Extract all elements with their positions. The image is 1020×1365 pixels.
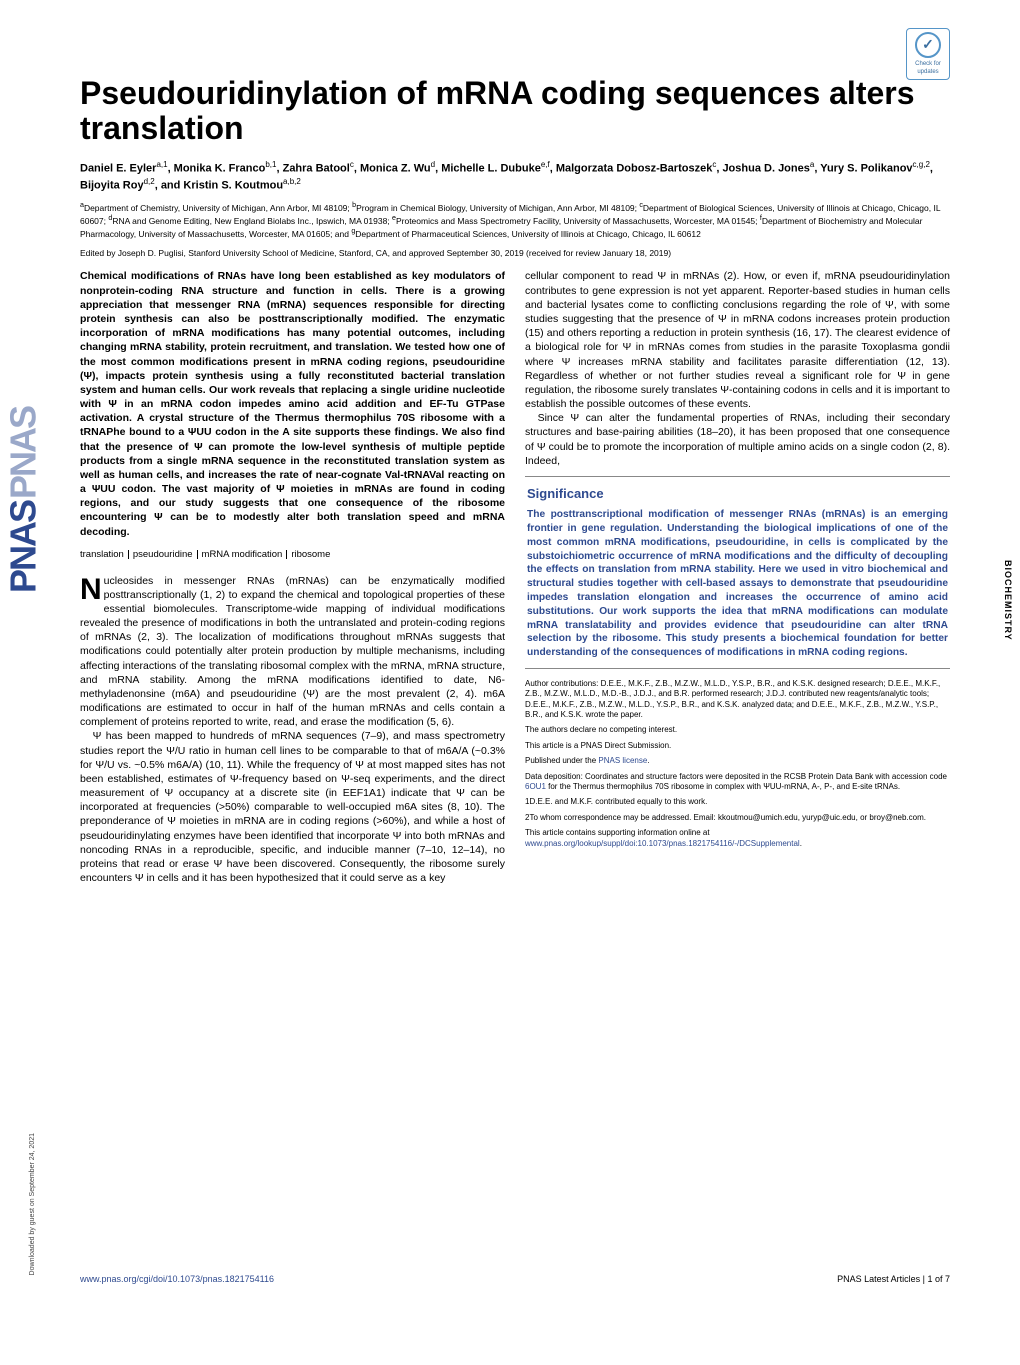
competing-interest: The authors declare no competing interes… — [525, 725, 950, 735]
page-footer: www.pnas.org/cgi/doi/10.1073/pnas.182175… — [80, 1267, 950, 1285]
pdb-accession-link[interactable]: 6OU1 — [525, 782, 546, 791]
body-p4: Since Ψ can alter the fundamental proper… — [525, 411, 950, 468]
pnas-license-link[interactable]: PNAS license — [598, 756, 647, 765]
supplemental-info: This article contains supporting informa… — [525, 828, 950, 849]
body-p1: ucleosides in messenger RNAs (mRNAs) can… — [80, 575, 505, 729]
keyword: mRNA modification — [202, 549, 283, 560]
pnas-side-logo: PNAS PNAS — [3, 200, 45, 800]
license-line: Published under the PNAS license. — [525, 756, 950, 766]
author-contributions: Author contributions: D.E.E., M.K.F., Z.… — [525, 679, 950, 721]
page-number-label: PNAS Latest Articles | 1 of 7 — [837, 1273, 950, 1285]
submission-type: This article is a PNAS Direct Submission… — [525, 741, 950, 751]
affiliation-list: aDepartment of Chemistry, University of … — [80, 201, 950, 240]
significance-box: Significance The posttranscriptional mod… — [525, 476, 950, 669]
keyword: pseudouridine — [133, 549, 193, 560]
equal-contribution-note: 1D.E.E. and M.K.F. contributed equally t… — [525, 797, 950, 807]
author-list: Daniel E. Eylera,1, Monika K. Francob,1,… — [80, 160, 950, 193]
category-label: BIOCHEMISTRY — [1002, 560, 1014, 641]
keywords-line: translation pseudouridine mRNA modificatio… — [80, 549, 505, 562]
abstract-text: Chemical modifications of RNAs have long… — [80, 269, 505, 538]
body-p2: Ψ has been mapped to hundreds of mRNA se… — [80, 729, 505, 885]
keyword: translation — [80, 549, 124, 560]
significance-title: Significance — [527, 485, 948, 503]
keyword: ribosome — [291, 549, 330, 560]
dropcap-letter: N — [80, 574, 104, 603]
body-column-1: Nucleosides in messenger RNAs (mRNAs) ca… — [80, 574, 505, 886]
data-deposition: Data deposition: Coordinates and structu… — [525, 772, 950, 793]
significance-text: The posttranscriptional modification of … — [527, 508, 948, 659]
doi-link[interactable]: www.pnas.org/cgi/doi/10.1073/pnas.182175… — [80, 1273, 274, 1285]
download-note: Downloaded by guest on September 24, 202… — [28, 1133, 37, 1275]
correspondence-note: 2To whom correspondence may be addressed… — [525, 813, 950, 823]
edited-by-line: Edited by Joseph D. Puglisi, Stanford Un… — [80, 248, 950, 259]
body-p3: cellular component to read Ψ in mRNAs (2… — [525, 269, 950, 411]
check-icon: ✓ — [915, 32, 941, 58]
check-updates-badge[interactable]: ✓ Check for updates — [906, 28, 950, 80]
article-title: Pseudouridinylation of mRNA coding seque… — [80, 76, 950, 146]
body-column-2-top: cellular component to read Ψ in mRNAs (2… — [525, 269, 950, 467]
supplemental-link[interactable]: www.pnas.org/lookup/suppl/doi:10.1073/pn… — [525, 839, 800, 848]
check-updates-label: Check for updates — [907, 60, 949, 76]
article-metadata: Author contributions: D.E.E., M.K.F., Z.… — [525, 679, 950, 849]
